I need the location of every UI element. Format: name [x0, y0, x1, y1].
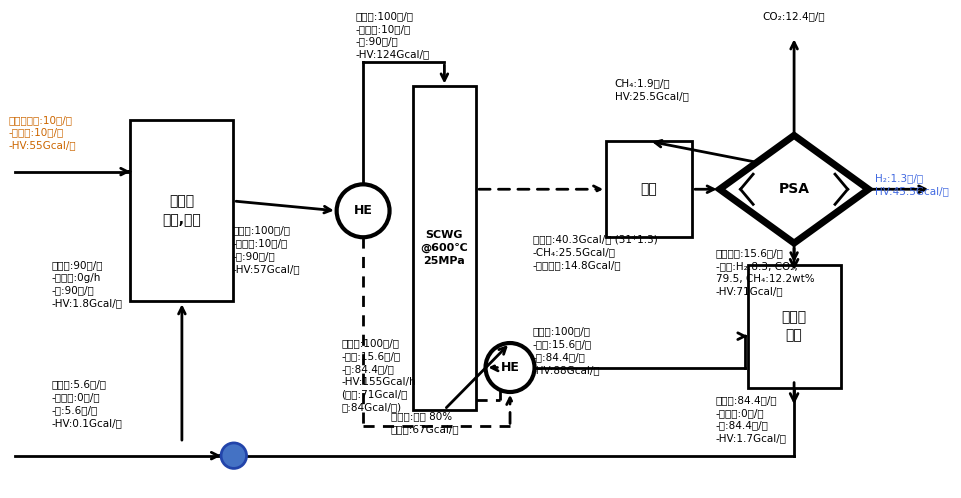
FancyBboxPatch shape [605, 141, 692, 237]
Text: 반응물
제조,저장: 반응물 제조,저장 [162, 195, 201, 227]
Text: SCWG
@600℃
25MPa: SCWG @600℃ 25MPa [420, 230, 468, 266]
Text: 순환수:90톤/일
-유기물:0g/h
-물:90톤/일
-HV:1.8Gcal/일: 순환수:90톤/일 -유기물:0g/h -물:90톤/일 -HV:1.8Gcal… [52, 260, 122, 308]
Circle shape [336, 184, 389, 237]
Text: 반응물:100톤/일
-유기물:10톤/일
-물:90톤/일
-HV:124Gcal/일: 반응물:100톤/일 -유기물:10톤/일 -물:90톤/일 -HV:124Gc… [355, 11, 429, 59]
Text: 연소: 연소 [640, 182, 656, 196]
Text: 처리수:84.4톤/일
-유기물:0톤/일
-물:84.4톤/일
-HV:1.7Gcal/일: 처리수:84.4톤/일 -유기물:0톤/일 -물:84.4톤/일 -HV:1.7… [715, 395, 786, 443]
Text: CO₂:12.4톤/일: CO₂:12.4톤/일 [762, 11, 825, 21]
Text: 회수율:물의 80%
회수열:67Gcal/일: 회수율:물의 80% 회수열:67Gcal/일 [390, 411, 458, 434]
Circle shape [485, 343, 534, 392]
Text: CH₄:1.9톤/일
HV:25.5Gcal/일: CH₄:1.9톤/일 HV:25.5Gcal/일 [614, 79, 688, 102]
Text: 생성물:100톤/일
-가스:15.6톤/일
-물:84.4톤/일
-HV:88Gcal/일: 생성물:100톤/일 -가스:15.6톤/일 -물:84.4톤/일 -HV:88… [532, 326, 600, 375]
Text: 생성물:100톤/일
-가스:15.6톤/일
-물:84.4톤/일
-HV:155Gcal/h
(가스:71Gcal/일
물:84Gcal/일): 생성물:100톤/일 -가스:15.6톤/일 -물:84.4톤/일 -HV:15… [341, 338, 416, 412]
Text: 투입열:40.3Gcal/일 (31*1.3)
-CH₄:25.5Gcal/일
-외부공급:14.8Gcal/일: 투입열:40.3Gcal/일 (31*1.3) -CH₄:25.5Gcal/일 … [532, 234, 656, 270]
Text: 폐글리세롤:10톤/일
-유기물:10톤/일
-HV:55Gcal/일: 폐글리세롤:10톤/일 -유기물:10톤/일 -HV:55Gcal/일 [9, 115, 76, 150]
Text: H₂:1.3톤/일
HV:45.5Gcal/일: H₂:1.3톤/일 HV:45.5Gcal/일 [875, 174, 949, 196]
FancyBboxPatch shape [747, 265, 840, 387]
Text: 반응물:100톤/일
-유기물:10톤/일
-물:90톤/일
-HV:57Gcal/일: 반응물:100톤/일 -유기물:10톤/일 -물:90톤/일 -HV:57Gca… [233, 226, 300, 274]
FancyBboxPatch shape [412, 87, 476, 410]
Circle shape [221, 443, 246, 469]
Polygon shape [719, 135, 868, 243]
Text: PSA: PSA [777, 182, 809, 196]
Text: 공급수:5.6톤/일
-유기물:0톤/일
-물:5.6톤/일
-HV:0.1Gcal/일: 공급수:5.6톤/일 -유기물:0톤/일 -물:5.6톤/일 -HV:0.1Gc… [52, 379, 122, 428]
Text: 생성물
분리: 생성물 분리 [780, 310, 806, 343]
Text: HE: HE [500, 361, 519, 374]
Text: HE: HE [354, 204, 372, 217]
FancyBboxPatch shape [131, 120, 234, 301]
Text: 생성가스:15.6톤/일
-조성:H₂:8.3, CO₂;
79.5, CH₄:12.2wt%
-HV:71Gcal/일: 생성가스:15.6톤/일 -조성:H₂:8.3, CO₂; 79.5, CH₄:… [715, 248, 814, 296]
